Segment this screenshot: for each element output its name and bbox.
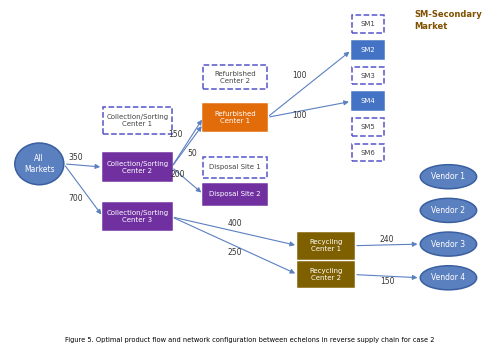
FancyBboxPatch shape bbox=[352, 144, 384, 161]
Text: SM2: SM2 bbox=[360, 47, 375, 53]
Text: Figure 5. Optimal product flow and network configuration between echelons in rev: Figure 5. Optimal product flow and netwo… bbox=[65, 337, 435, 343]
FancyBboxPatch shape bbox=[352, 67, 384, 85]
FancyBboxPatch shape bbox=[352, 16, 384, 33]
Text: SM5: SM5 bbox=[360, 124, 375, 130]
FancyBboxPatch shape bbox=[352, 41, 384, 59]
Text: Disposal Site 1: Disposal Site 1 bbox=[210, 164, 261, 170]
Text: SM-Secondary
Market: SM-Secondary Market bbox=[414, 10, 482, 31]
FancyBboxPatch shape bbox=[298, 233, 354, 258]
Text: SM4: SM4 bbox=[360, 98, 375, 104]
Text: 150: 150 bbox=[380, 277, 394, 286]
Text: Vendor 1: Vendor 1 bbox=[432, 172, 466, 181]
Text: 100: 100 bbox=[292, 111, 307, 120]
Text: 200: 200 bbox=[170, 170, 185, 179]
Text: 350: 350 bbox=[68, 153, 84, 162]
FancyBboxPatch shape bbox=[352, 118, 384, 136]
Text: Refurbished
Center 1: Refurbished Center 1 bbox=[214, 111, 256, 124]
FancyBboxPatch shape bbox=[204, 65, 267, 89]
Text: Collection/Sorting
Center 2: Collection/Sorting Center 2 bbox=[106, 160, 168, 174]
FancyBboxPatch shape bbox=[298, 262, 354, 287]
Ellipse shape bbox=[15, 143, 64, 185]
Text: Vendor 4: Vendor 4 bbox=[432, 273, 466, 282]
Text: Collection/Sorting
Center 1: Collection/Sorting Center 1 bbox=[106, 114, 168, 127]
Text: 100: 100 bbox=[292, 71, 307, 80]
Text: 50: 50 bbox=[188, 149, 198, 158]
Text: 150: 150 bbox=[168, 130, 182, 139]
Ellipse shape bbox=[420, 198, 476, 223]
FancyBboxPatch shape bbox=[103, 154, 172, 181]
Text: Refurbished
Center 2: Refurbished Center 2 bbox=[214, 71, 256, 84]
FancyBboxPatch shape bbox=[103, 203, 172, 230]
Text: 250: 250 bbox=[228, 248, 242, 257]
Text: 700: 700 bbox=[68, 194, 84, 203]
Text: SM6: SM6 bbox=[360, 150, 375, 156]
Text: SM3: SM3 bbox=[360, 73, 375, 79]
Text: SM1: SM1 bbox=[360, 21, 375, 27]
Text: Vendor 3: Vendor 3 bbox=[432, 239, 466, 249]
FancyBboxPatch shape bbox=[204, 157, 267, 178]
Text: Recycling
Center 2: Recycling Center 2 bbox=[310, 268, 342, 281]
FancyBboxPatch shape bbox=[204, 184, 267, 205]
FancyBboxPatch shape bbox=[352, 92, 384, 110]
Text: Vendor 2: Vendor 2 bbox=[432, 206, 466, 215]
FancyBboxPatch shape bbox=[204, 104, 267, 131]
Text: 400: 400 bbox=[228, 219, 242, 228]
FancyBboxPatch shape bbox=[103, 107, 172, 134]
Ellipse shape bbox=[420, 232, 476, 256]
Ellipse shape bbox=[420, 165, 476, 189]
Text: All
Markets: All Markets bbox=[24, 154, 54, 174]
Text: 240: 240 bbox=[380, 235, 394, 244]
Text: Collection/Sorting
Center 3: Collection/Sorting Center 3 bbox=[106, 210, 168, 223]
Text: Disposal Site 2: Disposal Site 2 bbox=[210, 191, 261, 197]
Ellipse shape bbox=[420, 266, 476, 290]
Text: Recycling
Center 1: Recycling Center 1 bbox=[310, 239, 342, 252]
